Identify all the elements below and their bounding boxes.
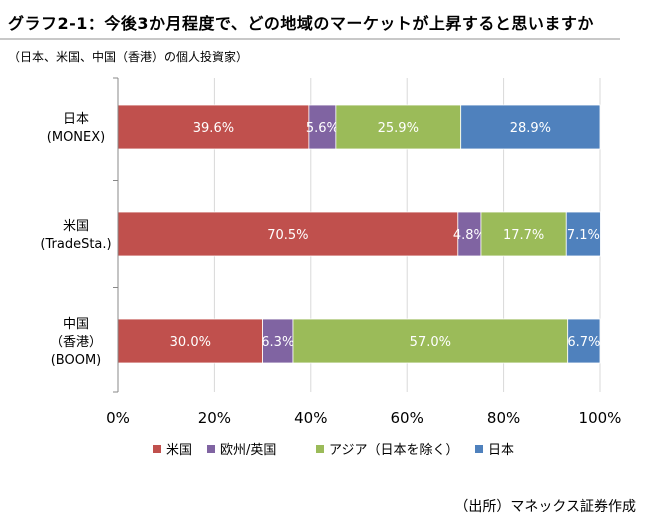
bar-segment <box>262 318 294 364</box>
category-label: 日本 <box>63 112 89 127</box>
x-tick-label: 80% <box>487 409 520 427</box>
legend-swatch <box>475 445 483 453</box>
bar-series: 39.6% 5.6% 25.9% 28.9% 70.5% 4.8% 17.7% 7.1% 30.… <box>117 104 601 364</box>
data-label: 30.0% <box>170 335 211 350</box>
title-divider <box>0 38 620 40</box>
data-label: 57.0% <box>410 335 451 350</box>
bar-segment <box>117 211 459 257</box>
data-label: 25.9% <box>378 121 419 136</box>
bar-segment <box>565 211 601 257</box>
data-label: 6.7% <box>567 335 600 350</box>
data-label: 5.6% <box>306 121 339 136</box>
x-tick-label: 0% <box>106 409 130 427</box>
legend-label: 欧州/英国 <box>220 443 276 458</box>
data-label: 39.6% <box>193 121 234 136</box>
source-note: （出所）マネックス証券作成 <box>454 499 636 515</box>
data-label: 28.9% <box>510 121 551 136</box>
data-label: 17.7% <box>503 228 544 243</box>
legend-label: アジア（日本を除く） <box>329 443 458 458</box>
bar-segment <box>117 104 310 150</box>
category-label: （香港） <box>50 335 102 350</box>
x-tick-label: 60% <box>391 409 424 427</box>
legend-label: 米国 <box>166 443 192 458</box>
legend: 米国 欧州/英国 アジア（日本を除く） 日本 <box>153 443 514 458</box>
bar-segment <box>567 318 601 364</box>
data-label: 6.3% <box>261 335 294 350</box>
chart-title: グラフ2‑1：今後3か月程度で、どの地域のマーケットが上昇すると思いますか <box>8 14 594 33</box>
bar-segment <box>335 104 462 150</box>
category-label: (TradeSta.) <box>40 237 111 252</box>
x-tick-label: 40% <box>294 409 327 427</box>
legend-label: 日本 <box>488 443 514 458</box>
x-tick-label: 20% <box>198 409 231 427</box>
data-label: 7.1% <box>567 228 600 243</box>
legend-swatch <box>207 445 215 453</box>
bar-segment <box>480 211 567 257</box>
data-label: 70.5% <box>267 228 308 243</box>
legend-swatch <box>153 445 161 453</box>
x-tick-label: 100% <box>579 409 622 427</box>
category-label: (BOOM) <box>51 353 102 368</box>
category-label: (MONEX) <box>47 130 105 145</box>
category-label: 米国 <box>63 219 89 234</box>
bar-segment <box>460 104 601 150</box>
legend-swatch <box>316 445 324 453</box>
axes: 0% 20% 40% 60% 80% 100% 日本 (MONEX) 米国 (TradeSta.)… <box>40 77 622 427</box>
chart-subtitle: （日本、米国、中国（香港）の個人投資家） <box>8 50 249 64</box>
category-label: 中国 <box>63 317 89 332</box>
data-label: 4.8% <box>453 228 486 243</box>
bar-segment <box>292 318 569 364</box>
